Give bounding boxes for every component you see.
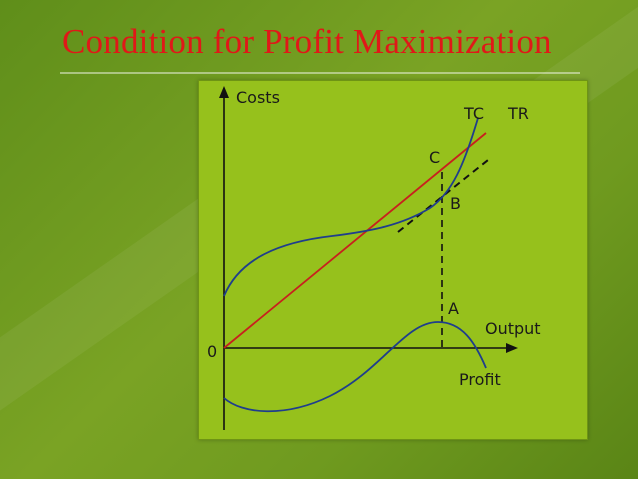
x-axis-label: Output	[485, 319, 541, 338]
profit-curve	[223, 321, 487, 413]
diagram-panel	[198, 80, 588, 440]
tangent-line-dashed	[397, 159, 489, 233]
point-c-label: C	[429, 148, 440, 167]
y-axis-label: Costs	[236, 88, 280, 107]
tc-curve	[223, 117, 479, 297]
tr-line	[223, 132, 487, 349]
x-axis-arrowhead	[506, 343, 518, 353]
origin-label: 0	[207, 342, 217, 361]
tc-label: TC	[463, 104, 484, 123]
tr-label: TR	[507, 104, 529, 123]
point-b-label: B	[450, 194, 461, 213]
y-axis-arrowhead	[219, 86, 229, 98]
slide-title: Condition for Profit Maximization	[62, 22, 552, 61]
title-underline	[60, 72, 580, 74]
profit-label: Profit	[459, 370, 501, 389]
point-a-label: A	[448, 299, 459, 318]
